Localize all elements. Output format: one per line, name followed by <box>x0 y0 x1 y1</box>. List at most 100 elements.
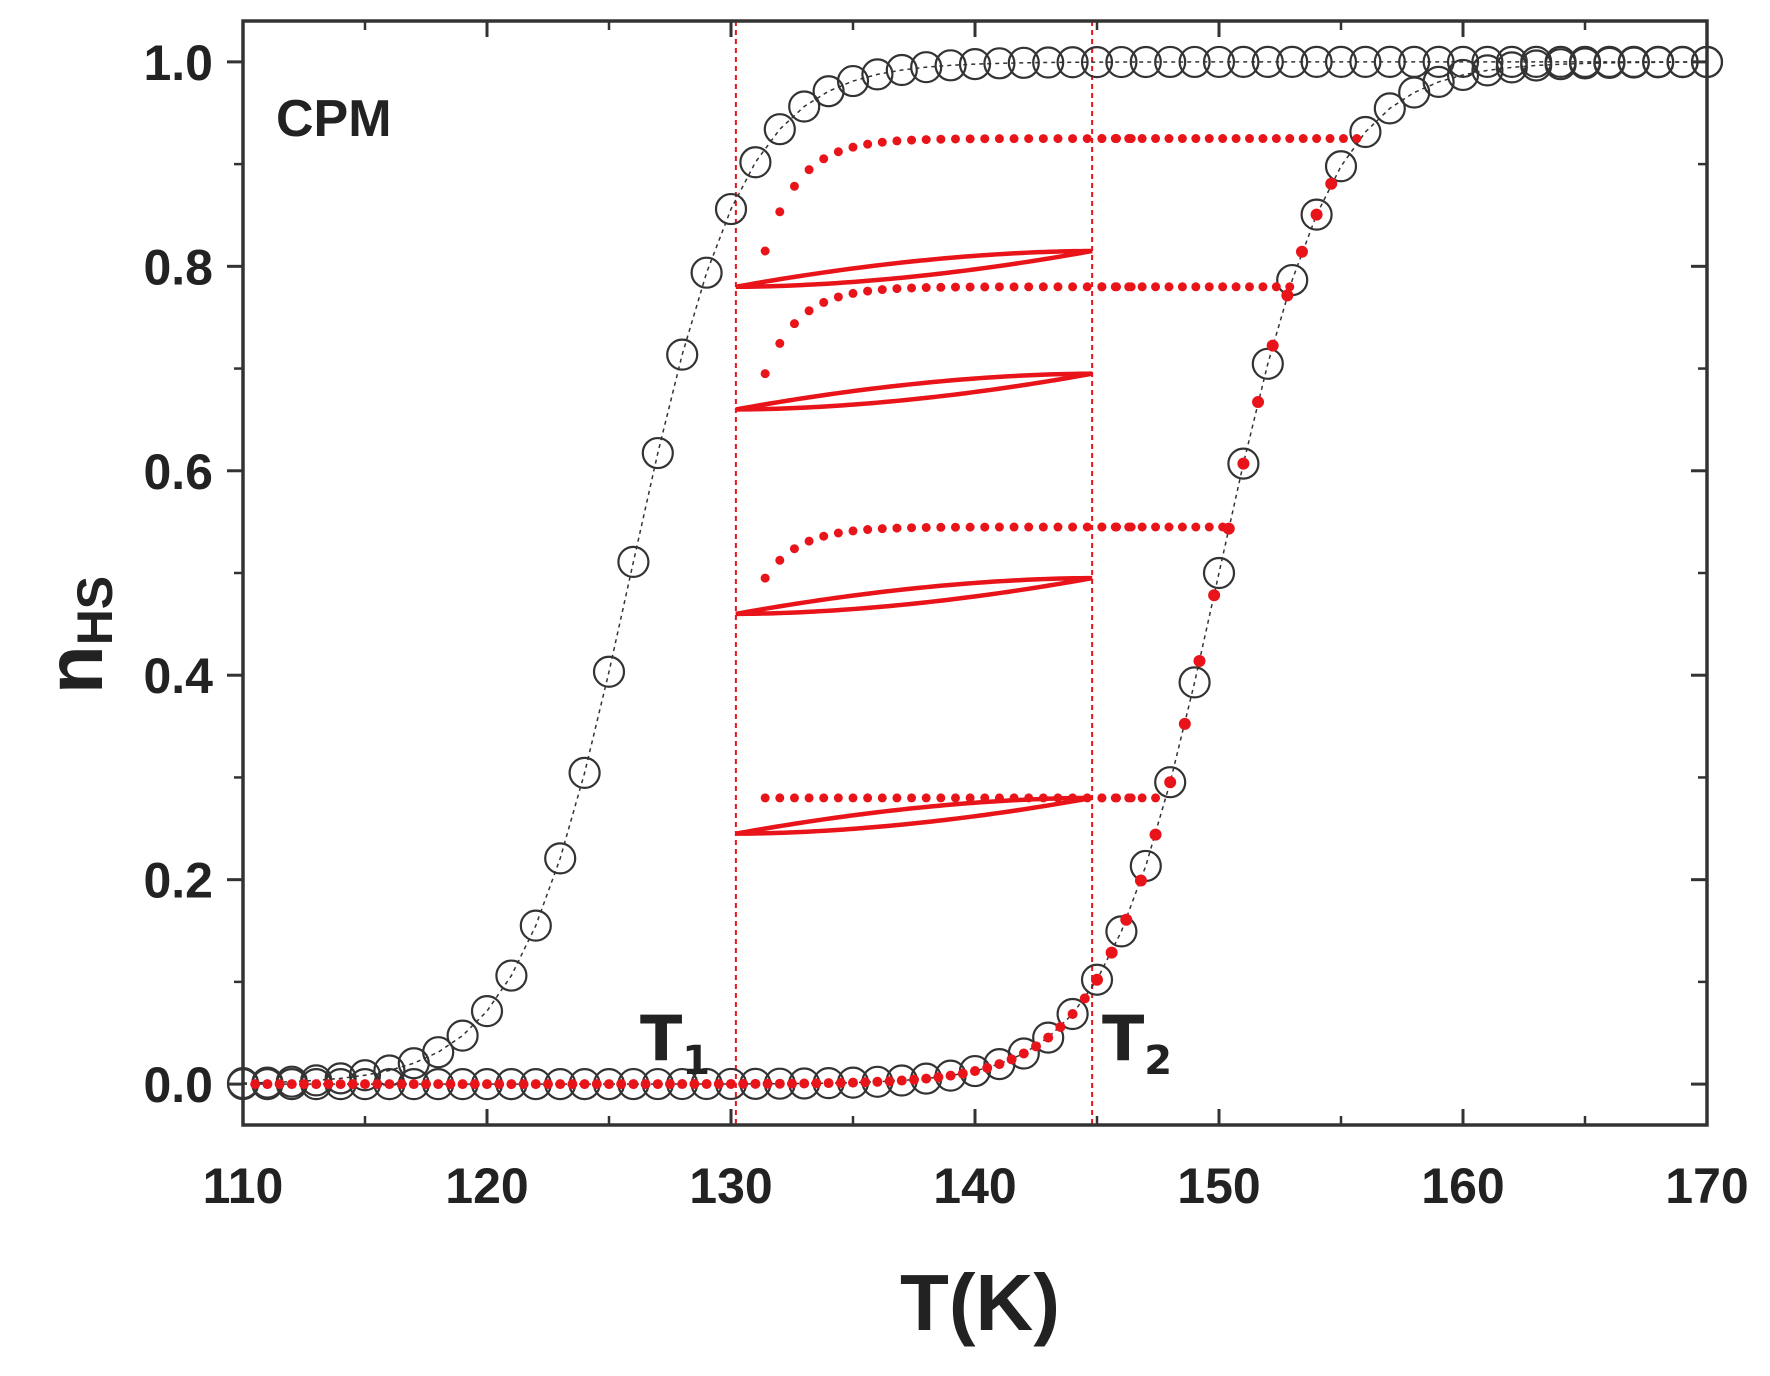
minor-loop-3-dot <box>1038 282 1048 292</box>
x-tick-label: 160 <box>1421 1158 1504 1214</box>
t1-marker-label: T1 <box>640 1002 710 1084</box>
minor-loop-4-dot <box>819 154 829 164</box>
minor-loop-exit-dots <box>250 134 1362 1090</box>
minor-loop-4-dot <box>863 139 873 149</box>
y-tick-label: 0.6 <box>143 444 213 500</box>
minor-loop-3-exit-dot <box>1177 282 1187 292</box>
minor-loop-2-dot <box>819 531 829 541</box>
t2-sub: 2 <box>1144 1038 1172 1084</box>
minor-loop-3-dot <box>980 282 990 292</box>
minor-loop-3-dot <box>1068 282 1078 292</box>
minor-loop-2-exit-dot <box>1177 522 1187 532</box>
minor-loop-3-exit-dot <box>1271 282 1281 292</box>
minor-loop-1-dot <box>994 793 1004 803</box>
minor-loop-3-dot <box>863 286 873 296</box>
warming-branch-point <box>1032 1021 1065 1054</box>
x-tick-label: 130 <box>689 1158 772 1214</box>
cooling-branch-point <box>1422 45 1455 78</box>
minor-loop-3-dot <box>819 297 829 307</box>
minor-loop-2-exit-dot <box>1191 522 1201 532</box>
red-warming-dot <box>1266 339 1279 352</box>
minor-loop-4-dot <box>760 246 770 256</box>
minor-loop-4-dot <box>775 207 785 217</box>
red-warming-dot <box>1031 1041 1041 1052</box>
minor-loop-1-dot <box>1053 793 1063 803</box>
t1-sub: 1 <box>682 1038 710 1084</box>
red-warming-dot <box>1018 1048 1029 1059</box>
minor-loop-4-dot <box>936 134 946 144</box>
cooling-branch-point <box>1520 45 1553 78</box>
minor-loop-4-exit-dot <box>1218 134 1228 144</box>
cooling-branch-point <box>495 959 528 992</box>
minor-loop-4-exit-dot <box>1151 134 1161 144</box>
minor-loop-3-dot <box>936 282 946 292</box>
cpm-annotation: CPM <box>276 90 392 148</box>
minor-loop-3-exit-dot <box>1191 282 1201 292</box>
red-warming-dot <box>286 1079 297 1090</box>
warming-branch-point <box>1154 766 1187 799</box>
minor-loop-1-dot <box>848 793 858 803</box>
red-warming-dot <box>738 1078 749 1089</box>
minor-loop-3-exit-dot <box>1285 282 1295 292</box>
minor-loop-1-dot <box>775 793 785 803</box>
minor-loop-3-dot <box>950 282 960 292</box>
cooling-branch-point <box>641 436 674 470</box>
minor-loop-4-dot <box>921 135 931 145</box>
minor-loop-2-exit-dot <box>1151 522 1161 532</box>
minor-loop-3-exit-dot <box>1151 282 1161 292</box>
red-warming-dot <box>994 1059 1005 1070</box>
red-warming-dot <box>945 1070 956 1081</box>
minor-loop-2-exit-dot <box>1204 522 1214 532</box>
minor-loop-4-dot <box>877 137 887 147</box>
minor-loop-1-dot <box>1009 793 1019 803</box>
cooling-branch-point <box>885 53 918 87</box>
minor-loop-2-dot <box>907 523 917 533</box>
minor-loop-2-exit-dot <box>1097 522 1107 532</box>
cooling-branch-point <box>422 1036 455 1069</box>
cooling-branch-point <box>470 995 504 1028</box>
y-tick-label: 1.0 <box>143 35 213 91</box>
minor-loop-1-dot <box>907 793 917 803</box>
minor-loop-4-dot <box>1068 134 1078 144</box>
cooling-branch-point <box>1178 45 1211 79</box>
minor-loop-3-dot <box>1053 282 1063 292</box>
red-warming-dot <box>1310 208 1323 221</box>
red-warming-dot <box>787 1078 797 1089</box>
cooling-branch-point <box>1617 45 1650 78</box>
minor-loop-1-dot <box>760 793 770 803</box>
cooling-branch-point <box>690 256 723 289</box>
red-warming-dot <box>469 1079 480 1090</box>
minor-loop-4-exit-dot <box>1338 134 1348 144</box>
minor-loop-4-exit-dot <box>1097 134 1107 144</box>
cooling-branch-point <box>1007 46 1040 79</box>
red-warming-dot <box>530 1079 541 1090</box>
x-tick-label: 120 <box>445 1158 528 1214</box>
red-warming-dot <box>970 1066 980 1077</box>
cooling-branch-point <box>861 58 894 91</box>
red-warming-dot <box>713 1078 724 1089</box>
cooling-branch-point <box>446 1019 479 1052</box>
minor-loop-2-dot <box>994 522 1004 532</box>
minor-loop-2-dot <box>1009 522 1019 532</box>
minor-loop-3-exit-dot <box>1258 282 1268 292</box>
cooling-branch-point <box>1398 45 1431 78</box>
minor-loop-4-exit-dot <box>1312 134 1322 144</box>
minor-loop-4-exit-dot <box>1352 134 1362 144</box>
minor-loop-1-exit-dot <box>1151 793 1161 803</box>
minor-loop-3-exit-dot <box>1204 282 1214 292</box>
x-tick-label: 110 <box>203 1158 284 1214</box>
red-warming-dot <box>982 1062 993 1073</box>
minor-loop-4-dot <box>789 181 799 191</box>
x-axis-title: T(K) <box>900 1258 1060 1347</box>
red-warming-dot <box>701 1079 712 1090</box>
cooling-branch-point <box>1373 45 1406 78</box>
minor-loop-2-dot <box>965 522 975 532</box>
red-warming-dot <box>1164 776 1177 789</box>
minor-loop-2-dot <box>775 555 785 565</box>
x-tick-label: 150 <box>1177 1158 1260 1214</box>
red-warming-dot <box>323 1079 334 1090</box>
x-tick-label: 170 <box>1665 1158 1748 1214</box>
minor-loop-4-exit-dot <box>1258 134 1268 144</box>
minor-loop-4-dot <box>833 147 843 157</box>
